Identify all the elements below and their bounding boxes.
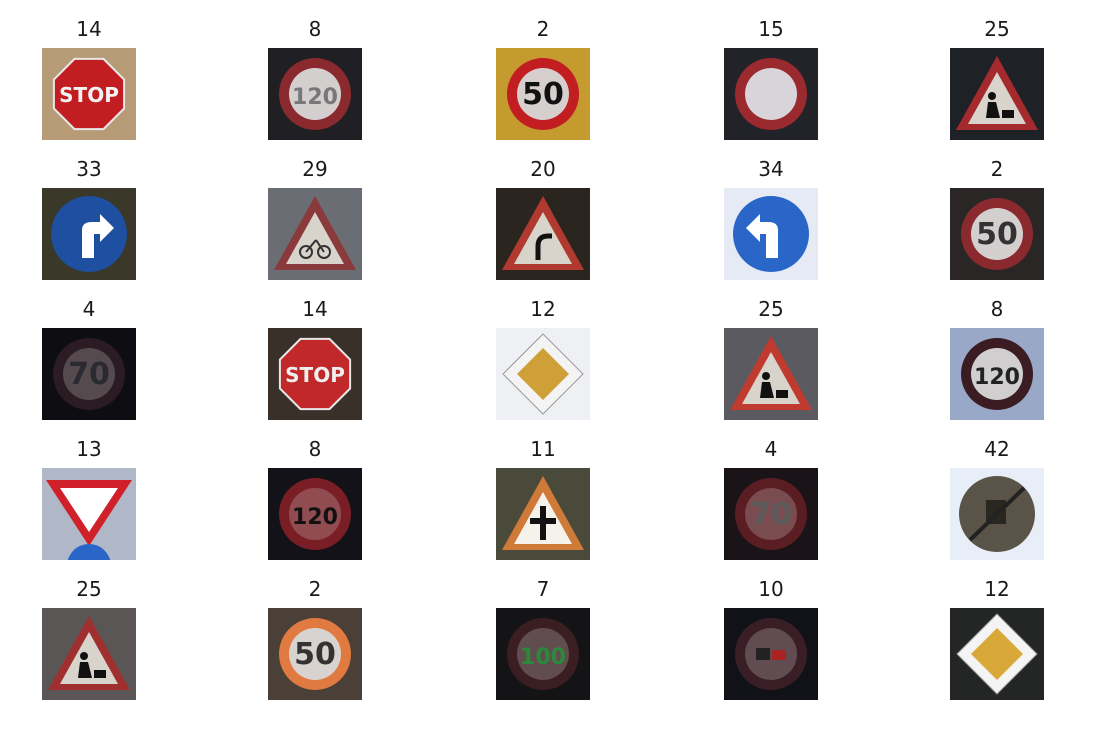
traffic-sign-image (42, 468, 136, 560)
road-work-sign (956, 56, 1038, 130)
pictogram-icon (530, 506, 556, 540)
sign-text: 100 (520, 645, 566, 670)
tile-class-label: 2 (990, 157, 1004, 181)
stop-sign: STOP (52, 57, 126, 131)
traffic-sign-image: 50 (950, 188, 1044, 280)
dangerous-curve-right-sign (502, 196, 584, 270)
turn-left-ahead-sign (733, 196, 809, 272)
tile-class-label: 15 (758, 17, 784, 41)
turn-right-ahead-sign (51, 196, 127, 272)
tile-class-label: 7 (536, 577, 550, 601)
tile-class-label: 25 (76, 577, 102, 601)
traffic-sign-image: 70 (724, 468, 818, 560)
tile-class-label: 29 (302, 157, 328, 181)
traffic-sign-image (496, 188, 590, 280)
traffic-sign-image (950, 608, 1044, 700)
priority-road-sign (502, 333, 584, 415)
pictogram-icon (986, 92, 1014, 118)
sign-text: 70 (68, 357, 110, 392)
traffic-sign-image (268, 188, 362, 280)
sign-text: 50 (294, 637, 336, 672)
right-of-way-intersection-sign (502, 476, 584, 550)
speed-limit-70-sign: 70 (735, 478, 807, 550)
end-no-passing-trucks-sign (959, 476, 1035, 552)
traffic-sign-image (42, 188, 136, 280)
traffic-sign-image: STOP (268, 328, 362, 420)
traffic-sign-image: STOP (42, 48, 136, 140)
traffic-sign-image: 50 (268, 608, 362, 700)
yield-sign (46, 480, 132, 560)
tile-class-label: 10 (758, 577, 784, 601)
sign-text: STOP (59, 83, 119, 107)
tile-class-label: 2 (308, 577, 322, 601)
sign-text: 120 (292, 85, 338, 110)
tile-class-label: 12 (530, 297, 556, 321)
sign-text: 120 (974, 365, 1020, 390)
tile-class-label: 13 (76, 437, 102, 461)
speed-limit-100-sign: 100 (507, 618, 579, 690)
tile-class-label: 8 (308, 437, 322, 461)
sign-text: STOP (285, 363, 345, 387)
tile-class-label: 4 (764, 437, 778, 461)
tile-class-label: 33 (76, 157, 102, 181)
pictogram-icon (760, 372, 788, 398)
pictogram-icon (299, 239, 331, 259)
road-work-sign (48, 616, 130, 690)
bicycles-crossing-sign (274, 196, 356, 270)
tile-class-label: 25 (758, 297, 784, 321)
traffic-sign-image (950, 468, 1044, 560)
traffic-sign-image (496, 328, 590, 420)
tile-class-label: 14 (302, 297, 328, 321)
traffic-sign-image (496, 468, 590, 560)
tile-class-label: 20 (530, 157, 556, 181)
sign-text: 50 (976, 217, 1018, 252)
sign-text: 120 (292, 505, 338, 530)
traffic-sign-image: 50 (496, 48, 590, 140)
speed-limit-120-sign: 120 (279, 478, 351, 550)
stop-sign: STOP (278, 337, 352, 411)
traffic-sign-image (724, 328, 818, 420)
traffic-sign-image (724, 48, 818, 140)
tile-class-label: 11 (530, 437, 556, 461)
traffic-sign-image: 100 (496, 608, 590, 700)
tile-class-label: 4 (82, 297, 96, 321)
speed-limit-70-sign: 70 (53, 338, 125, 410)
speed-limit-50-sign: 50 (507, 58, 579, 130)
sign-text: 50 (522, 77, 564, 112)
no-vehicles-sign (735, 58, 807, 130)
traffic-sign-image: 120 (268, 48, 362, 140)
traffic-sign-image (724, 188, 818, 280)
no-passing-trucks-sign (735, 618, 807, 690)
arrow-icon (82, 214, 114, 258)
speed-limit-50-sign: 50 (961, 198, 1033, 270)
tile-class-label: 2 (536, 17, 550, 41)
tile-class-label: 25 (984, 17, 1010, 41)
tile-class-label: 42 (984, 437, 1010, 461)
tile-class-label: 8 (308, 17, 322, 41)
tile-class-label: 12 (984, 577, 1010, 601)
tile-class-label: 34 (758, 157, 784, 181)
speed-limit-50-sign: 50 (279, 618, 351, 690)
tile-class-label: 14 (76, 17, 102, 41)
pictogram-icon (535, 233, 552, 260)
tile-class-label: 8 (990, 297, 1004, 321)
traffic-sign-image (950, 48, 1044, 140)
traffic-sign-image (724, 608, 818, 700)
speed-limit-120-sign: 120 (279, 58, 351, 130)
priority-road-sign (956, 613, 1038, 695)
sign-text: 70 (750, 497, 792, 532)
traffic-sign-image: 120 (268, 468, 362, 560)
arrow-icon (746, 214, 778, 258)
traffic-sign-image: 120 (950, 328, 1044, 420)
traffic-sign-image (42, 608, 136, 700)
road-work-sign (730, 336, 812, 410)
traffic-sign-image: 70 (42, 328, 136, 420)
pictogram-icon (78, 652, 106, 678)
speed-limit-120-sign: 120 (961, 338, 1033, 410)
